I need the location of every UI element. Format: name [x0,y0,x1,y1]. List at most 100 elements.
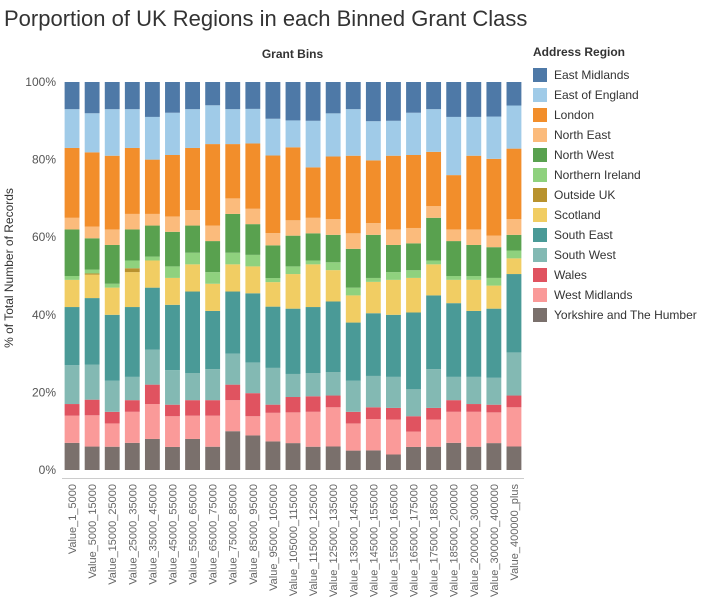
bar-segment [426,369,442,408]
bar-segment [305,396,321,412]
bar-segment [506,219,522,235]
bar-segment [446,276,462,280]
legend-swatch [533,288,547,302]
bar-segment [386,272,401,280]
bar-segment [205,446,221,470]
bar-segment [144,225,160,257]
bar-segment [245,266,261,294]
bar-segment [386,82,401,121]
legend-item[interactable]: East Midlands [533,65,705,85]
legend-swatch [533,108,547,122]
legend-label: North West [554,148,614,162]
bar-segment [466,310,482,377]
bar-segment [325,270,341,302]
x-tick-label: Value_65000_75000 [208,484,220,585]
legend: Address Region East Midlands East of Engl… [533,45,705,325]
bar-segment [285,397,301,413]
bar-segment [466,404,482,412]
bar-segment [165,231,180,267]
bar-segment [185,225,200,253]
bar-segment [325,446,341,470]
legend-label: North East [554,128,611,142]
legend-item[interactable]: London [533,105,705,125]
y-tick-label: 60% [32,230,56,244]
legend-item[interactable]: Wales [533,265,705,285]
bar-segment [185,438,200,470]
bar-segment [104,109,120,156]
bar-segment [466,155,482,230]
bar-segment [466,376,482,405]
legend-swatch [533,168,547,182]
bar-segment [124,268,140,273]
bar-segment [285,82,301,121]
x-tick-label: Value_165000_175000 [409,484,421,597]
legend-swatch [533,128,547,142]
bar-segment [185,82,200,110]
legend-label: East of England [554,88,639,102]
bar-segment [325,156,341,220]
bar-segment [225,291,241,354]
bar-segment [84,152,100,227]
bar-segment [165,416,180,447]
x-tick-label: Value_95000_105000 [268,484,280,591]
bar-segment [104,380,120,412]
legend-item[interactable]: South West [533,245,705,265]
legend-item[interactable]: South East [533,225,705,245]
y-tick-label: 80% [32,153,56,167]
bar-segment [104,446,120,470]
bar-segment [265,278,281,283]
legend-item[interactable]: Scotland [533,205,705,225]
legend-item[interactable]: Yorkshire and The Humber [533,305,705,325]
bar-segment [285,443,301,470]
bar-segment [406,82,421,113]
bar-segment [506,395,522,408]
bar-segment [245,416,261,436]
bar-segment [466,244,482,276]
bar-segment [265,245,281,279]
bar-segment [84,238,100,270]
bar-segment [506,352,522,396]
legend-item[interactable]: East of England [533,85,705,105]
bar-segment [486,158,502,236]
legend-item[interactable]: Outside UK [533,185,705,205]
bar-segment [165,404,180,417]
bar-segment [466,276,482,280]
bar-segment [144,384,160,405]
legend-item[interactable]: North West [533,145,705,165]
x-tick-label: Value_135000_145000 [348,484,360,597]
bar-segment [205,272,221,284]
bar-segment [325,113,341,157]
bar-segment [104,411,120,424]
bar-segment [325,262,341,271]
legend-label: Wales [554,268,587,282]
legend-label: London [554,108,595,122]
legend-item[interactable]: West Midlands [533,285,705,305]
bar-segment [124,260,140,269]
bar-segment [265,155,281,234]
legend-swatch [533,208,547,222]
legend-swatch [533,228,547,242]
x-tick-label: Value_155000_165000 [388,484,400,597]
bar-segment [345,233,361,249]
bar-segment [124,307,140,377]
bar-segment [345,423,361,451]
bar-segment [365,223,381,235]
bar-segment [365,234,381,278]
bar-segment [446,116,462,176]
bar-segment [345,322,361,381]
bar-segment [84,415,100,447]
bar-segment [265,306,281,368]
bar-segment [265,233,281,246]
bar-segment [104,244,120,284]
bar-segment [386,229,401,245]
bar-segment [506,82,522,106]
bar-segment [225,264,241,292]
bar-segment [305,217,321,234]
bar-segment [446,442,462,470]
stacked-bar-plot: 0% 20% 40% 60% 80% 100% Value_1_5000 Value_5000… [25,75,524,597]
legend-item[interactable]: Northern Ireland [533,165,705,185]
legend-item[interactable]: North East [533,125,705,145]
x-tick-label: Value_145000_155000 [368,484,380,597]
bar-segment [64,365,80,405]
bar-segment [144,287,160,350]
